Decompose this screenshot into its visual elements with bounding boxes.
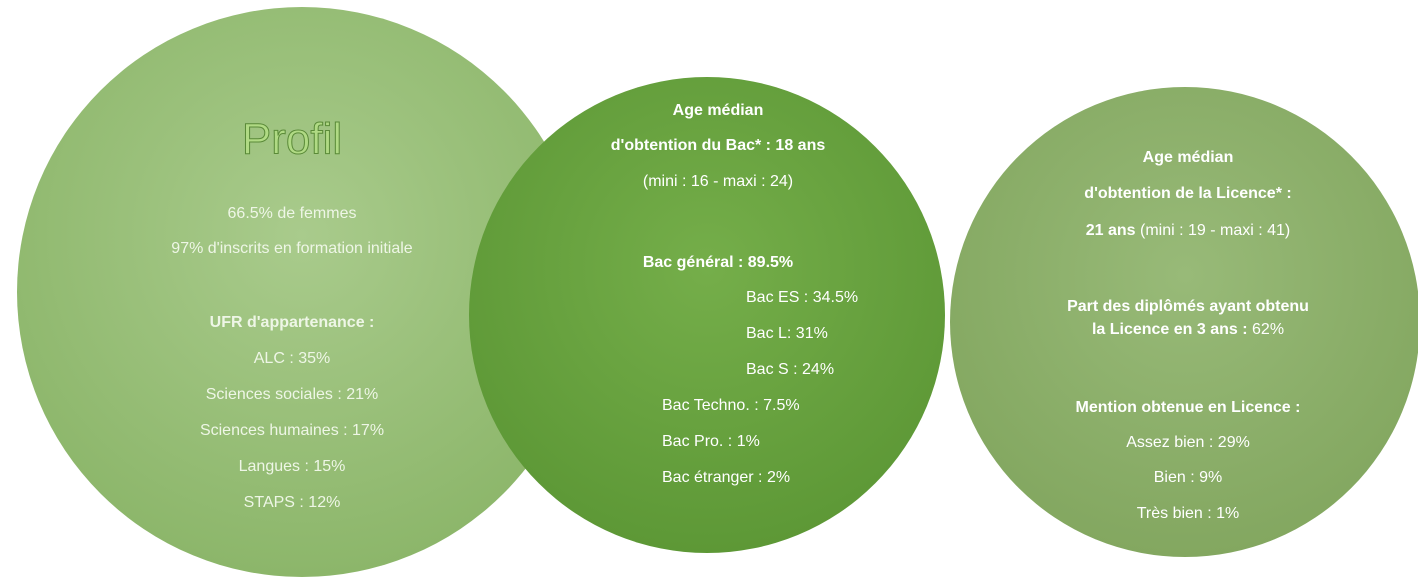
circle-profil: [17, 7, 587, 577]
text: Bac L: 31%: [746, 325, 828, 342]
heading: Age médian: [1142, 149, 1234, 166]
heading: Mention obtenue en Licence :: [1075, 399, 1301, 416]
title: Profil: [242, 115, 342, 164]
heading: Part des diplômés ayant obtenu: [1067, 298, 1309, 315]
circle-licence: [950, 87, 1418, 557]
heading: d'obtention du Bac* : 18 ans: [610, 137, 826, 154]
text: Bac étranger : 2%: [662, 469, 791, 486]
heading: UFR d'appartenance :: [209, 314, 375, 331]
emphasis: 21 ans: [1085, 222, 1136, 239]
heading: d'obtention de la Licence* :: [1084, 185, 1292, 202]
text: (mini : 16 - maxi : 24): [642, 173, 794, 190]
text: 21 ans (mini : 19 - maxi : 41): [1086, 222, 1291, 240]
text: 66.5% de femmes: [227, 205, 357, 222]
heading: Age médian: [672, 102, 764, 119]
text: STAPS : 12%: [243, 494, 341, 511]
text: Très bien : 1%: [1136, 505, 1240, 522]
text: Langues : 15%: [238, 458, 346, 475]
text: Bac ES : 34.5%: [746, 289, 859, 306]
text: Bien : 9%: [1153, 469, 1223, 486]
text: la Licence en 3 ans : 62%: [1092, 321, 1284, 339]
circle-bac: [469, 77, 945, 553]
text: ALC : 35%: [253, 350, 331, 367]
emphasis: la Licence en 3 ans :: [1091, 321, 1248, 338]
text: Assez bien : 29%: [1126, 434, 1250, 451]
text: (mini : 19 - maxi : 41): [1140, 222, 1291, 239]
text: Sciences sociales : 21%: [205, 386, 379, 403]
heading: Bac général : 89.5%: [642, 254, 794, 271]
text: 62%: [1252, 321, 1285, 338]
text: Bac Techno. : 7.5%: [662, 397, 800, 414]
text: 97% d'inscrits en formation initiale: [171, 240, 413, 257]
text: Sciences humaines : 17%: [199, 422, 385, 439]
text: Bac Pro. : 1%: [662, 433, 760, 450]
text: Bac S : 24%: [746, 361, 835, 378]
